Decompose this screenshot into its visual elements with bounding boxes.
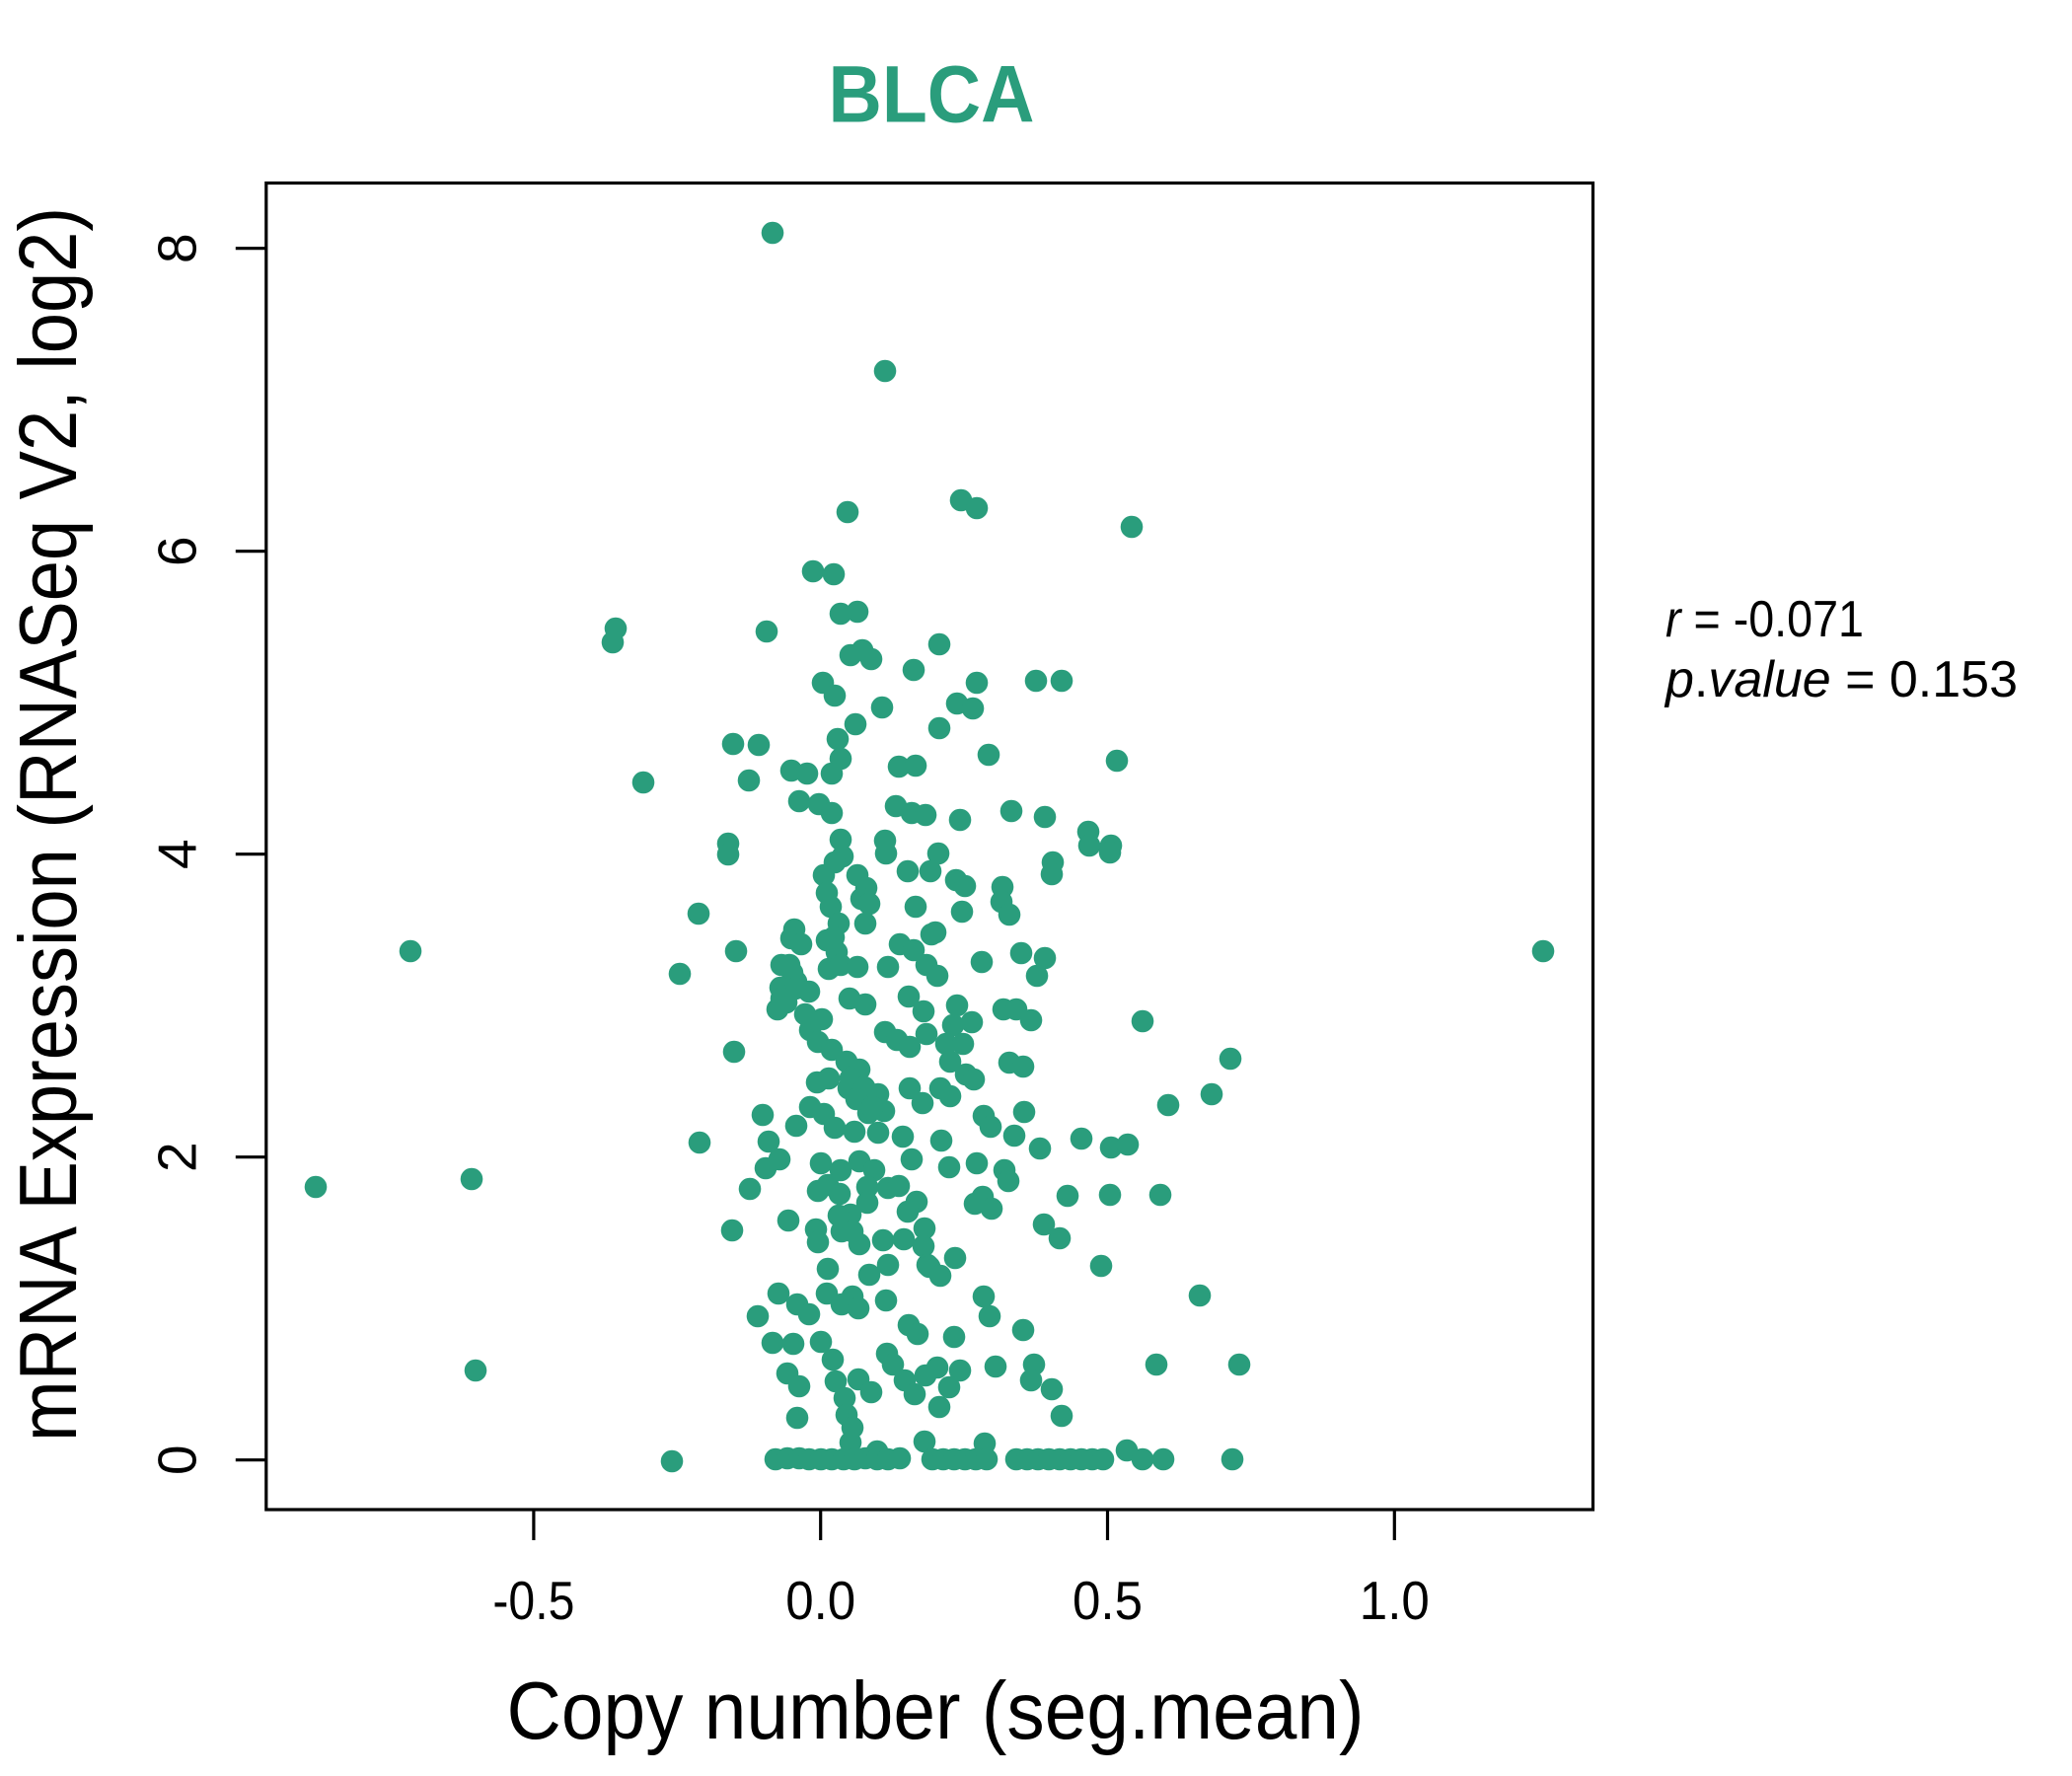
svg-text:mRNA Expression (RNASeq V2, lo: mRNA Expression (RNASeq V2, log2) bbox=[2, 207, 94, 1442]
svg-text:Copy number (seg.mean): Copy number (seg.mean) bbox=[507, 1665, 1365, 1756]
svg-text:0: 0 bbox=[147, 1444, 208, 1475]
svg-text:p.value = 0.153: p.value = 0.153 bbox=[1664, 651, 2018, 708]
svg-text:-0.5: -0.5 bbox=[492, 1570, 574, 1631]
svg-text:8: 8 bbox=[147, 233, 208, 263]
svg-text:0.0: 0.0 bbox=[785, 1570, 855, 1631]
svg-text:1.0: 1.0 bbox=[1360, 1570, 1430, 1631]
svg-text:4: 4 bbox=[147, 839, 208, 869]
svg-text:BLCA: BLCA bbox=[829, 50, 1035, 140]
svg-text:2: 2 bbox=[147, 1142, 208, 1172]
svg-text:0.5: 0.5 bbox=[1073, 1570, 1143, 1631]
svg-text:r = -0.071: r = -0.071 bbox=[1665, 591, 1864, 648]
svg-text:6: 6 bbox=[147, 536, 208, 566]
